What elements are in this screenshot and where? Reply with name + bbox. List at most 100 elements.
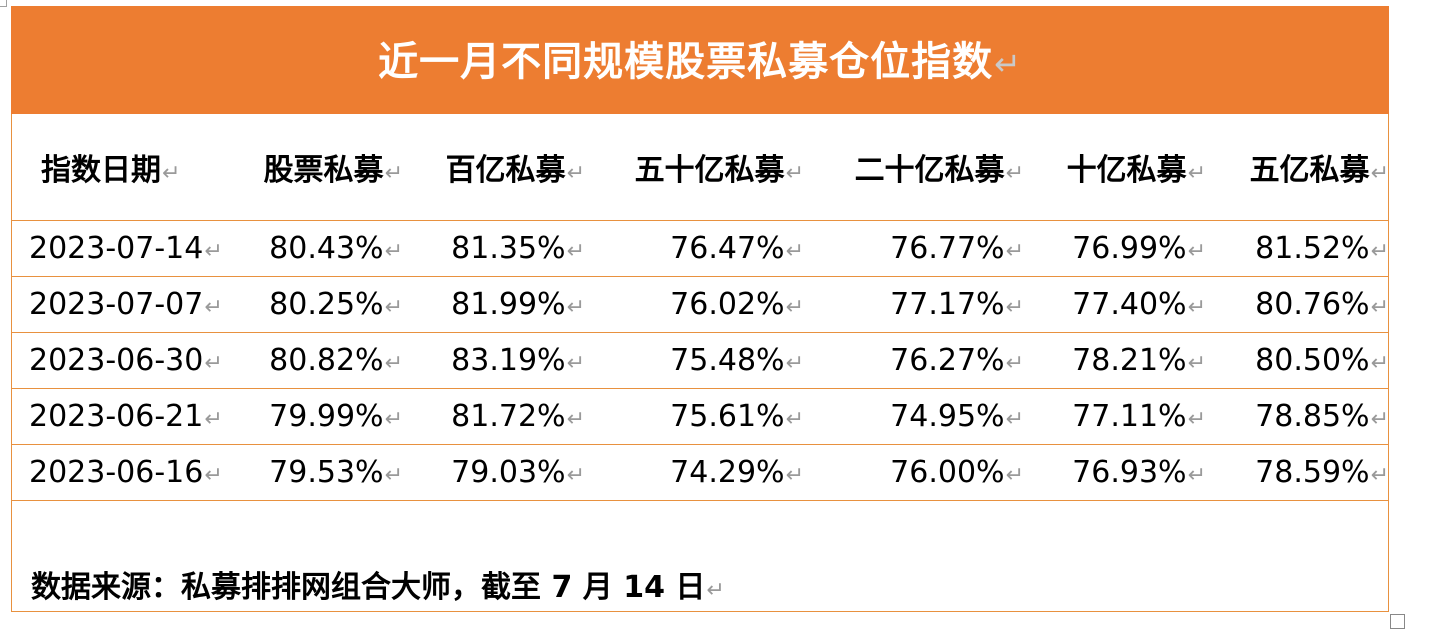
value-cell: 78.85%↵ [1206,388,1389,445]
header-cell: 股票私募↵ [217,114,403,221]
paragraph-mark-icon: ↵ [1187,295,1206,320]
header-cell: 二十亿私募↵ [804,114,1024,221]
value-cell: 76.77%↵ [804,220,1024,277]
position-index-table: 指数日期↵ 股票私募↵ 百亿私募↵ 五十亿私募↵ 二十亿私募↵ 十亿私募↵ 五亿… [11,114,1389,501]
table-row: 2023-06-16↵ 79.53%↵ 79.03%↵ 74.29%↵ 76.0… [11,444,1389,501]
value-cell: 78.59%↵ [1206,444,1389,501]
header-cell: 五亿私募↵ [1206,114,1389,221]
date-cell: 2023-07-14↵ [11,220,223,277]
paragraph-mark-icon: ↵ [384,407,403,432]
paragraph-mark-icon: ↵ [204,239,223,264]
paragraph-mark-icon: ↵ [204,463,223,488]
paragraph-mark-icon: ↵ [1005,161,1024,186]
paragraph-mark-icon: ↵ [384,161,403,186]
date-cell: 2023-06-16↵ [11,444,223,501]
paragraph-mark-icon: ↵ [162,161,181,186]
corner-mark [0,0,7,7]
value-cell: 75.61%↵ [585,388,804,445]
paragraph-mark-icon: ↵ [1370,161,1389,186]
paragraph-mark-icon: ↵ [785,239,804,264]
table-header-row: 指数日期↵ 股票私募↵ 百亿私募↵ 五十亿私募↵ 二十亿私募↵ 十亿私募↵ 五亿… [11,114,1389,221]
value-cell: 81.52%↵ [1206,220,1389,277]
paragraph-mark-icon: ↵ [785,351,804,376]
paragraph-mark-icon: ↵ [384,239,403,264]
value-cell: 80.43%↵ [217,220,403,277]
value-cell: 77.11%↵ [1024,388,1206,445]
value-cell: 81.99%↵ [403,276,585,333]
table-row: 2023-06-30↵ 80.82%↵ 83.19%↵ 75.48%↵ 76.2… [11,332,1389,389]
paragraph-mark-icon: ↵ [204,351,223,376]
paragraph-mark-icon: ↵ [566,239,585,264]
paragraph-mark-icon: ↵ [1187,407,1206,432]
date-cell: 2023-07-07↵ [11,276,223,333]
title-banner: 近一月不同规模股票私募仓位指数↵ [11,6,1389,114]
paragraph-mark-icon: ↵ [1187,463,1206,488]
paragraph-mark-icon: ↵ [1370,407,1389,432]
paragraph-mark-icon: ↵ [384,351,403,376]
paragraph-mark-icon: ↵ [566,295,585,320]
paragraph-mark-icon: ↵ [785,407,804,432]
header-cell: 十亿私募↵ [1024,114,1206,221]
header-cell: 五十亿私募↵ [585,114,804,221]
value-cell: 77.40%↵ [1024,276,1206,333]
value-cell: 77.17%↵ [804,276,1024,333]
paragraph-mark-icon: ↵ [566,407,585,432]
value-cell: 74.29%↵ [585,444,804,501]
paragraph-mark-icon: ↵ [1187,351,1206,376]
table-row: 2023-07-14↵ 80.43%↵ 81.35%↵ 76.47%↵ 76.7… [11,220,1389,277]
paragraph-mark-icon: ↵ [384,295,403,320]
paragraph-mark-icon: ↵ [994,45,1022,83]
value-cell: 80.76%↵ [1206,276,1389,333]
document-title: 近一月不同规模股票私募仓位指数↵ [378,29,1022,87]
table-row: 2023-06-21↵ 79.99%↵ 81.72%↵ 75.61%↵ 74.9… [11,388,1389,445]
paragraph-mark-icon: ↵ [1005,407,1024,432]
paragraph-mark-icon: ↵ [384,463,403,488]
paragraph-mark-icon: ↵ [785,463,804,488]
value-cell: 78.21%↵ [1024,332,1206,389]
paragraph-mark-icon: ↵ [204,407,223,432]
paragraph-mark-icon: ↵ [1370,351,1389,376]
value-cell: 80.82%↵ [217,332,403,389]
paragraph-mark-icon: ↵ [566,161,585,186]
paragraph-mark-icon: ↵ [1370,295,1389,320]
end-of-cell-marker [1390,614,1405,629]
source-text: 数据来源：私募排排网组合大师，截至 7 月 14 日 [31,570,706,605]
header-cell: 百亿私募↵ [403,114,585,221]
paragraph-mark-icon: ↵ [566,463,585,488]
value-cell: 80.50%↵ [1206,332,1389,389]
paragraph-mark-icon: ↵ [1005,351,1024,376]
paragraph-mark-icon: ↵ [1370,463,1389,488]
date-cell: 2023-06-30↵ [11,332,223,389]
table-row: 2023-07-07↵ 80.25%↵ 81.99%↵ 76.02%↵ 77.1… [11,276,1389,333]
value-cell: 76.02%↵ [585,276,804,333]
paragraph-mark-icon: ↵ [1370,239,1389,264]
paragraph-mark-icon: ↵ [566,351,585,376]
paragraph-mark-icon: ↵ [1187,161,1206,186]
paragraph-mark-icon: ↵ [1005,463,1024,488]
date-cell: 2023-06-21↵ [11,388,223,445]
value-cell: 76.27%↵ [804,332,1024,389]
header-cell: 指数日期↵ [11,114,217,221]
data-table-container: 指数日期↵ 股票私募↵ 百亿私募↵ 五十亿私募↵ 二十亿私募↵ 十亿私募↵ 五亿… [11,114,1389,501]
value-cell: 76.47%↵ [585,220,804,277]
value-cell: 80.25%↵ [217,276,403,333]
value-cell: 83.19%↵ [403,332,585,389]
value-cell: 81.35%↵ [403,220,585,277]
title-text: 近一月不同规模股票私募仓位指数 [378,39,994,85]
paragraph-mark-icon: ↵ [1187,239,1206,264]
data-source-note: 数据来源：私募排排网组合大师，截至 7 月 14 日↵ [31,562,725,606]
value-cell: 76.00%↵ [804,444,1024,501]
value-cell: 74.95%↵ [804,388,1024,445]
paragraph-mark-icon: ↵ [706,578,725,603]
value-cell: 76.93%↵ [1024,444,1206,501]
paragraph-mark-icon: ↵ [785,161,804,186]
value-cell: 76.99%↵ [1024,220,1206,277]
value-cell: 79.03%↵ [403,444,585,501]
value-cell: 81.72%↵ [403,388,585,445]
value-cell: 79.53%↵ [217,444,403,501]
paragraph-mark-icon: ↵ [1005,239,1024,264]
paragraph-mark-icon: ↵ [785,295,804,320]
value-cell: 79.99%↵ [217,388,403,445]
paragraph-mark-icon: ↵ [204,295,223,320]
value-cell: 75.48%↵ [585,332,804,389]
